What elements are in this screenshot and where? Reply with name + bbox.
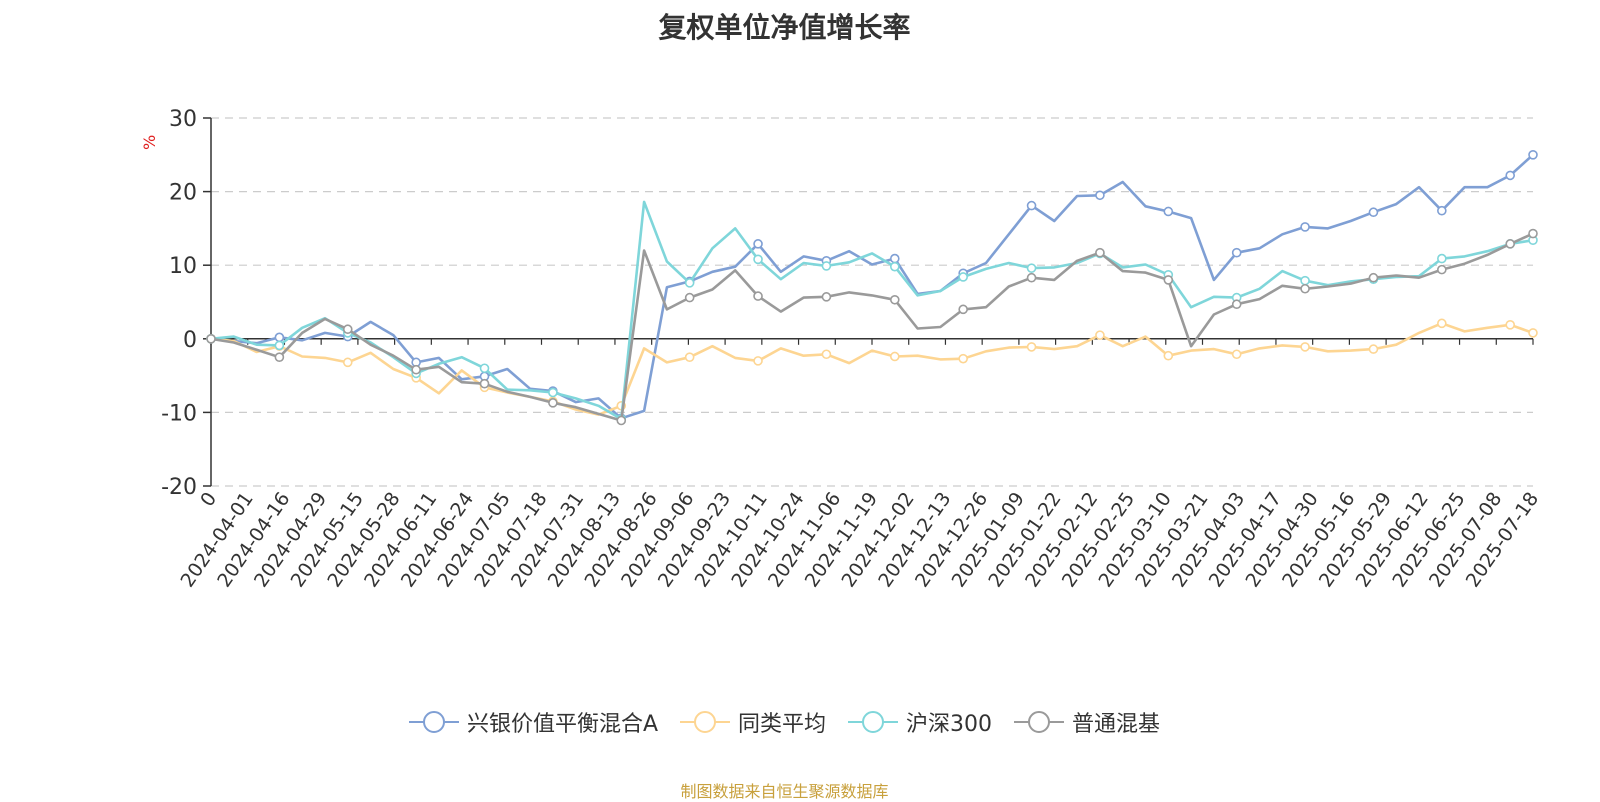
legend-item-csi300[interactable]: 沪深300	[848, 706, 992, 738]
series-point-3	[274, 352, 285, 363]
series-point-2	[684, 278, 695, 288]
legend-item-peer-average[interactable]: 同类平均	[680, 706, 826, 738]
series-point-0	[889, 253, 900, 264]
legend: 兴银价值平衡混合A 同类平均 沪深300 普通混基	[0, 706, 1569, 738]
series-point-3	[342, 324, 353, 335]
series-point-1	[958, 353, 968, 364]
series-point-2	[479, 363, 490, 374]
series-point-1	[889, 351, 900, 362]
series-point-0	[1026, 200, 1037, 211]
series-point-3	[889, 294, 900, 305]
series-point-2	[548, 387, 558, 398]
series-point-0	[1368, 207, 1379, 218]
series-point-3	[1368, 272, 1379, 283]
series-point-1	[1095, 330, 1105, 340]
x-tick-label: 0	[196, 488, 221, 511]
series-point-3	[1437, 264, 1447, 275]
series-point-1	[684, 352, 695, 363]
y-tick-label: 10	[169, 254, 197, 279]
series-point-3	[1026, 272, 1037, 283]
y-tick-label: 0	[183, 328, 197, 353]
series-point-2	[889, 261, 900, 272]
series-point-3	[1505, 239, 1516, 249]
legend-label: 兴银价值平衡混合A	[466, 712, 659, 737]
legend-item-fund[interactable]: 兴银价值平衡混合A	[408, 706, 659, 738]
y-tick-label: -20	[161, 475, 197, 500]
series-point-2	[1026, 263, 1037, 273]
series-point-1	[1528, 328, 1538, 338]
y-tick-label: -10	[161, 401, 197, 426]
series-point-0	[1300, 222, 1310, 232]
series-point-0	[753, 239, 763, 249]
chart-title: 复权单位净值增长率	[658, 11, 911, 44]
series-point-3	[958, 304, 968, 315]
series-point-3	[616, 415, 627, 426]
series-line-0	[210, 153, 1534, 420]
legend-label: 普通混基	[1072, 712, 1161, 737]
series-point-0	[1505, 170, 1516, 181]
legend-swatch-icon	[1014, 711, 1065, 733]
series-point-3	[684, 292, 695, 303]
series-point-2	[1300, 275, 1310, 286]
series-point-0	[1528, 150, 1538, 160]
series-point-3	[821, 292, 832, 302]
series-point-0	[1095, 190, 1105, 201]
series-point-1	[1437, 318, 1447, 329]
series-point-1	[1505, 320, 1516, 330]
data-source-note: 制图数据来自恒生聚源数据库	[680, 782, 889, 801]
series-point-3	[1095, 247, 1105, 258]
series-line-1	[210, 321, 1534, 416]
series-point-3	[548, 398, 558, 408]
legend-swatch-icon	[848, 711, 899, 733]
legend-label: 沪深300	[906, 712, 993, 737]
line-chart: -20-10010203002024-04-012024-04-162024-0…	[161, 107, 1543, 591]
series-point-0	[1437, 205, 1447, 216]
series-point-1	[1300, 342, 1310, 352]
series-point-1	[1231, 349, 1242, 360]
series-point-2	[821, 261, 832, 271]
legend-swatch-icon	[408, 711, 459, 733]
series-point-3	[206, 333, 216, 344]
series-point-3	[411, 364, 421, 375]
series-point-2	[1437, 253, 1447, 264]
legend-swatch-icon	[680, 711, 731, 733]
series-line-3	[210, 232, 1534, 422]
series-point-1	[1026, 342, 1037, 352]
series-point-1	[342, 357, 353, 368]
series-point-1	[1163, 350, 1174, 361]
series-point-1	[753, 356, 763, 366]
series-point-2	[958, 272, 968, 282]
series-point-3	[1300, 283, 1310, 294]
series-point-1	[821, 349, 832, 360]
series-point-2	[753, 254, 763, 265]
series-point-3	[479, 378, 490, 389]
legend-label: 同类平均	[738, 712, 827, 737]
series-point-3	[1231, 299, 1242, 310]
series-point-3	[753, 291, 763, 301]
series-point-1	[1368, 344, 1379, 354]
legend-item-mixed-fund[interactable]: 普通混基	[1014, 706, 1160, 738]
series-line-2	[210, 200, 1534, 421]
series-point-0	[274, 332, 285, 343]
series-point-2	[274, 340, 285, 351]
y-tick-label: 30	[169, 107, 197, 132]
series-point-3	[1528, 228, 1538, 239]
series-point-0	[1231, 247, 1242, 258]
y-tick-label: 20	[169, 181, 197, 206]
series-point-0	[1163, 206, 1174, 217]
series-point-3	[1163, 275, 1174, 285]
